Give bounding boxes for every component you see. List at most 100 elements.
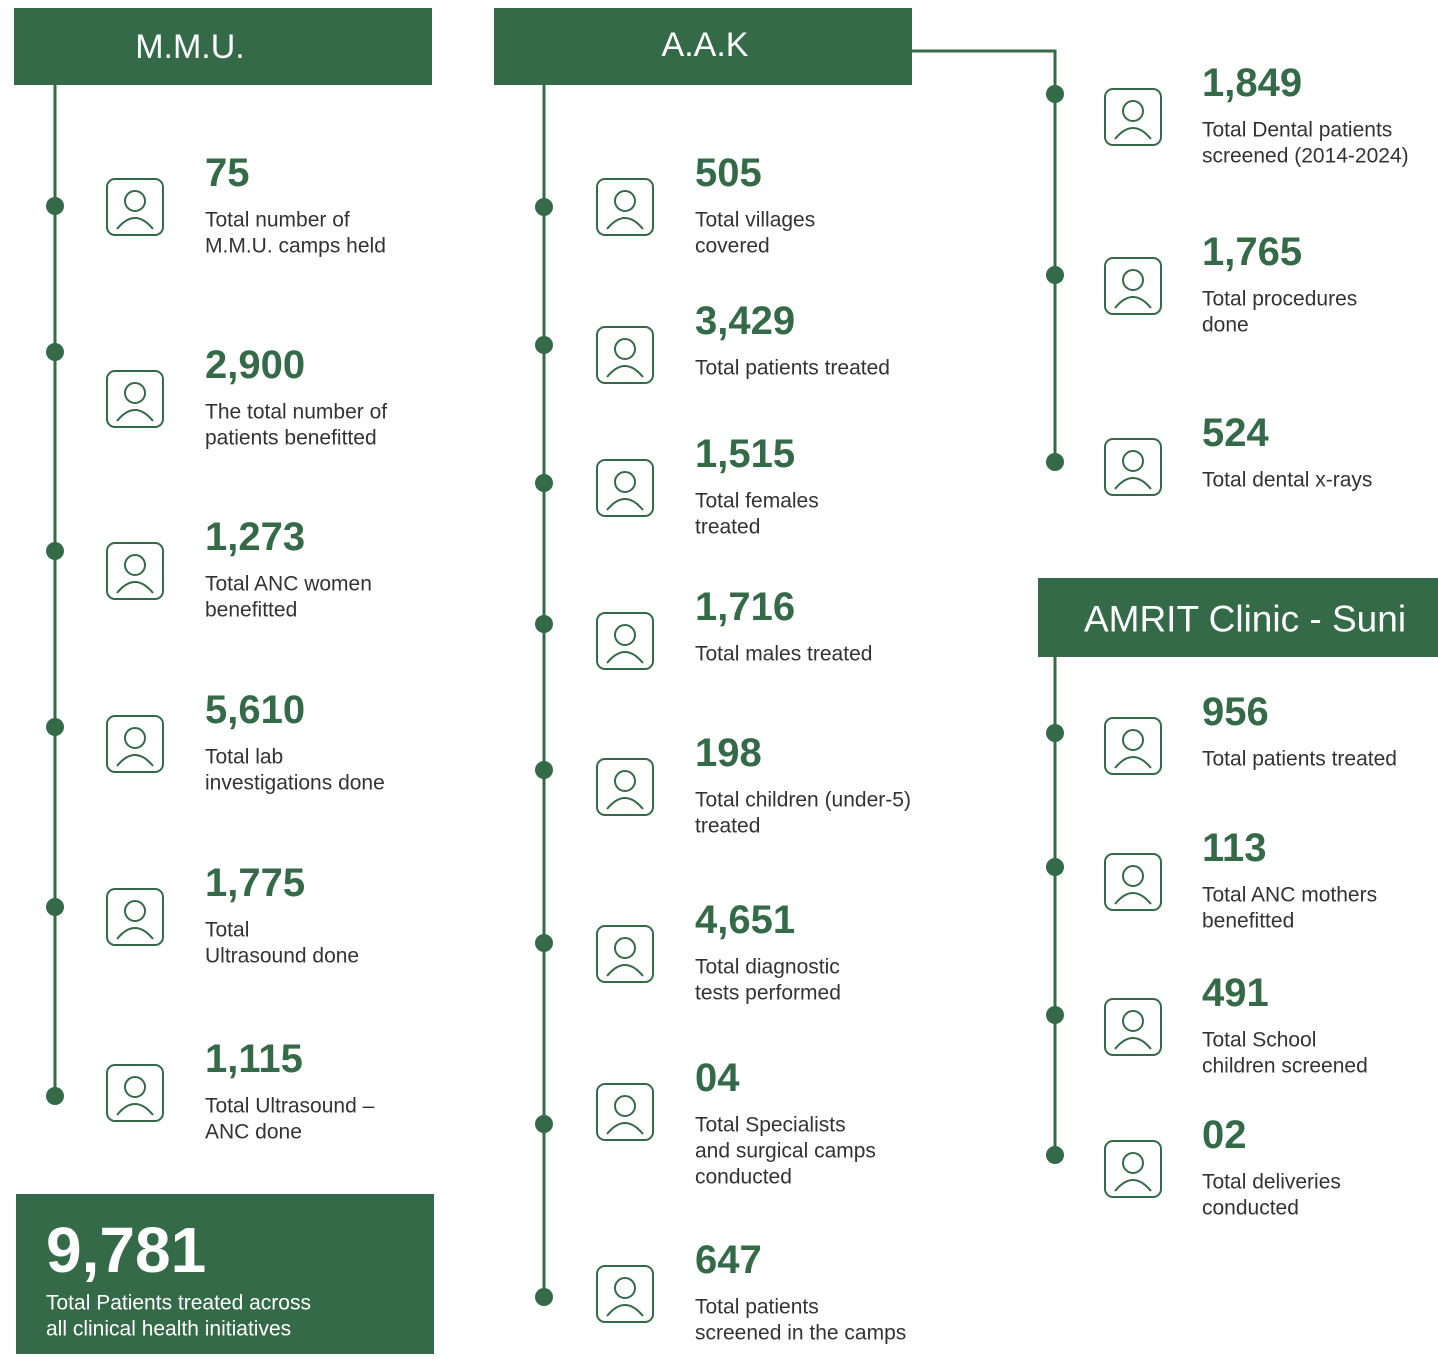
stat-value: 956 — [1202, 690, 1269, 734]
timeline-dot — [46, 1087, 64, 1105]
stat-label: conducted — [1202, 1197, 1299, 1220]
timeline-dot — [46, 718, 64, 736]
stat-value: 75 — [205, 151, 250, 195]
section-title: A.A.K — [662, 26, 749, 64]
timeline-dot — [1046, 858, 1064, 876]
stat-value: 3,429 — [695, 299, 795, 343]
total-label: all clinical health initiatives — [46, 1318, 291, 1341]
header-box — [14, 8, 432, 85]
timeline-dot — [535, 198, 553, 216]
icon — [1122, 865, 1144, 887]
stat-label: Total ANC women — [205, 573, 372, 596]
icon — [116, 754, 154, 767]
connector — [912, 49, 1057, 462]
icon — [124, 382, 146, 404]
icon — [1104, 88, 1162, 146]
stat-label: done — [1202, 314, 1249, 337]
icon — [1104, 1140, 1162, 1198]
stat-label: and surgical camps — [695, 1140, 876, 1163]
icon — [606, 217, 644, 230]
icon — [614, 937, 636, 959]
icon — [1104, 998, 1162, 1056]
stat-label: covered — [695, 235, 770, 258]
icon — [1114, 127, 1152, 140]
total-box — [16, 1194, 434, 1354]
icon — [606, 651, 644, 664]
icon — [614, 338, 636, 360]
stat-value: 2,900 — [205, 343, 305, 387]
stat-label: Total Specialists — [695, 1114, 846, 1137]
icon — [614, 624, 636, 646]
stat-value: 5,610 — [205, 688, 305, 732]
icon — [1122, 100, 1144, 122]
stat-label: Total Ultrasound – — [205, 1095, 375, 1118]
icon — [106, 715, 164, 773]
stat-value: 1,716 — [695, 585, 795, 629]
stat-label: Total patients — [695, 1296, 819, 1319]
stat-value: 1,849 — [1202, 61, 1302, 105]
stat-label: treated — [695, 815, 760, 838]
stat-value: 1,273 — [205, 515, 305, 559]
icon — [1114, 1179, 1152, 1192]
icon — [1104, 438, 1162, 496]
header-box — [1038, 578, 1438, 657]
stat-label: Total School — [1202, 1029, 1316, 1052]
icon — [1104, 717, 1162, 775]
icon — [106, 370, 164, 428]
stat-label: Total number of — [205, 209, 350, 232]
timeline-dot — [1046, 1146, 1064, 1164]
timeline-dot — [1046, 266, 1064, 284]
stat-label: Total ANC mothers — [1202, 884, 1377, 907]
timeline-dot — [535, 1288, 553, 1306]
icon — [1114, 477, 1152, 490]
icon — [606, 365, 644, 378]
icon — [606, 964, 644, 977]
stat-label: Total procedures — [1202, 288, 1357, 311]
stat-value: 1,515 — [695, 432, 795, 476]
stat-value: 647 — [695, 1238, 762, 1282]
total-label: Total Patients treated across — [46, 1292, 311, 1315]
icon — [606, 1304, 644, 1317]
icon — [106, 178, 164, 236]
stat-label: Total Dental patients — [1202, 119, 1392, 142]
icon — [614, 190, 636, 212]
icon — [106, 542, 164, 600]
stat-label: screened (2014-2024) — [1202, 145, 1409, 168]
icon — [596, 758, 654, 816]
stat-label: ANC done — [205, 1121, 302, 1144]
timeline-dot — [535, 336, 553, 354]
timeline-dot — [535, 615, 553, 633]
icon — [106, 1064, 164, 1122]
stat-label: Total patients treated — [695, 357, 890, 380]
timeline-dot — [46, 197, 64, 215]
icon — [606, 797, 644, 810]
stat-label: Total females — [695, 490, 819, 513]
stat-label: Total diagnostic — [695, 956, 840, 979]
timeline-dot — [46, 343, 64, 361]
icon — [596, 326, 654, 384]
icon — [596, 178, 654, 236]
stat-value: 491 — [1202, 971, 1269, 1015]
icon — [614, 471, 636, 493]
stat-label: Total males treated — [695, 643, 872, 666]
icon — [1122, 269, 1144, 291]
icon — [1104, 257, 1162, 315]
icon — [596, 459, 654, 517]
icon — [116, 409, 154, 422]
stat-label: Total dental x-rays — [1202, 469, 1372, 492]
stat-label: tests performed — [695, 982, 841, 1005]
header-box — [494, 8, 912, 85]
stat-label: benefitted — [205, 599, 297, 622]
icon — [1122, 450, 1144, 472]
icon — [614, 1277, 636, 1299]
icon — [1114, 756, 1152, 769]
icon — [124, 727, 146, 749]
stat-label: Total lab — [205, 746, 283, 769]
stat-value: 1,115 — [205, 1037, 303, 1081]
stat-value: 113 — [1202, 826, 1267, 870]
stat-label: Total patients treated — [1202, 748, 1397, 771]
icon — [116, 1103, 154, 1116]
icon — [106, 888, 164, 946]
timeline-dot — [1046, 1006, 1064, 1024]
stat-value: 505 — [695, 151, 762, 195]
